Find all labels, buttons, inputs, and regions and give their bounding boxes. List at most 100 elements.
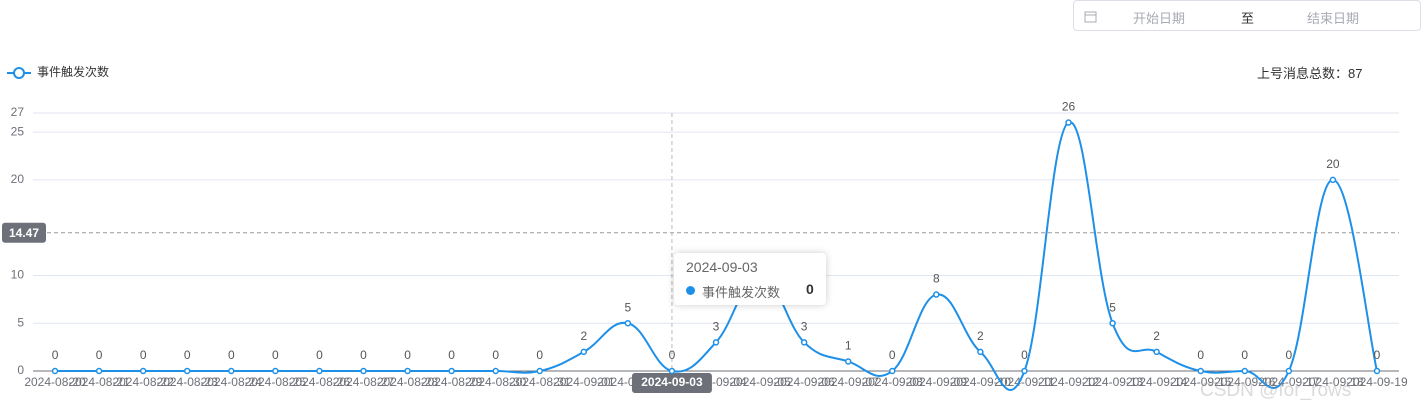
- y-tick-label: 27: [11, 105, 25, 119]
- x-tick-label: 2024-09-07: [817, 375, 879, 389]
- end-date[interactable]: 结束日期: [1307, 11, 1360, 26]
- tooltip-marker: [686, 286, 695, 295]
- data-label: 0: [1021, 348, 1028, 362]
- point: [360, 367, 367, 375]
- point: [1285, 367, 1293, 375]
- point: [933, 291, 940, 298]
- data-label: 0: [52, 348, 59, 362]
- data-label: 26: [1062, 100, 1076, 114]
- pointer-x-label-bg: [631, 373, 712, 393]
- point: [977, 348, 984, 356]
- x-tick-label: 2024-09-13: [1082, 375, 1144, 389]
- point: [1021, 367, 1028, 375]
- tooltip: 2024-09-03 事件触发次数 0: [674, 253, 826, 305]
- total-label: 上号消息总数：: [1257, 66, 1349, 81]
- x-tick-label: 2024-09-06: [773, 375, 835, 389]
- x-tick-label: 2024-09-17: [1258, 375, 1320, 389]
- x-tick-label: 2024-08-29: [421, 375, 483, 389]
- date-range-picker[interactable]: 开始日期 至 结束日期: [1073, 0, 1421, 31]
- data-label: 2: [977, 329, 984, 343]
- point: [492, 367, 499, 375]
- point: [1065, 119, 1072, 126]
- data-label: 5: [625, 300, 632, 314]
- point: [1197, 367, 1204, 375]
- point: [712, 339, 720, 346]
- legend-icon: [13, 67, 25, 79]
- data-label: 0: [1241, 348, 1248, 362]
- data-label: 0: [448, 348, 455, 362]
- point: [844, 358, 852, 365]
- x-tick-label: 2024-09-12: [1038, 375, 1100, 389]
- watermark: CSDN @for_rows: [1200, 380, 1352, 401]
- data-label: 0: [96, 348, 103, 362]
- y-tick-label: 5: [17, 315, 24, 329]
- data-label: 3: [713, 320, 720, 334]
- point: [1373, 367, 1381, 375]
- point: [316, 367, 323, 375]
- point: [1153, 348, 1160, 356]
- calendar-icon: [1084, 11, 1097, 23]
- point: [51, 367, 59, 375]
- point: [800, 339, 808, 346]
- point: [624, 319, 632, 327]
- x-tick-label: 2024-08-31: [509, 375, 571, 389]
- data-label: 0: [1374, 348, 1381, 362]
- start-date[interactable]: 开始日期: [1133, 11, 1186, 26]
- x-tick-label: 2024-09-09: [906, 375, 968, 389]
- x-tick-label: 2024-09-15: [1170, 375, 1232, 389]
- total-value: 87: [1348, 66, 1363, 81]
- data-label: 0: [360, 348, 367, 362]
- point: [668, 367, 676, 375]
- data-label: 0: [669, 348, 676, 362]
- x-tick-label: 2024-08-28: [377, 375, 439, 389]
- x-tick-label: 2024-08-21: [68, 375, 130, 389]
- data-label: 0: [536, 348, 543, 362]
- x-tick-label: 2024-08-22: [112, 375, 174, 389]
- y-tick-label: 25: [11, 124, 25, 138]
- x-tick-label: 2024-09-05: [729, 375, 791, 389]
- x-tick-label: 2024-08-26: [289, 375, 351, 389]
- legend-label: 事件触发次数: [37, 64, 109, 79]
- data-label: 5: [1109, 300, 1116, 314]
- x-tick-label: 2024-08-20: [24, 375, 86, 389]
- point: [404, 367, 411, 375]
- point: [1109, 319, 1116, 327]
- x-tick-label: 2024-08-25: [245, 375, 307, 389]
- point: [95, 367, 103, 375]
- data-label: 0: [889, 348, 896, 362]
- pointer-x-label: 2024-09-03: [641, 375, 703, 389]
- x-tick-label: 2024-08-24: [201, 375, 263, 389]
- data-label: 0: [228, 348, 235, 362]
- data-label: 0: [316, 348, 323, 362]
- x-tick-label: 2024-09-14: [1126, 375, 1188, 389]
- data-label: 0: [492, 348, 499, 362]
- data-label: 0: [184, 348, 191, 362]
- point: [448, 367, 455, 375]
- data-label: 8: [933, 272, 940, 286]
- pointer-label: 14.47: [9, 226, 39, 240]
- data-label: 0: [1197, 348, 1204, 362]
- x-tick-label: 2024-09-11: [994, 375, 1055, 389]
- data-label: 0: [140, 348, 147, 362]
- x-tick-label: 2024-08-23: [157, 375, 219, 389]
- y-tick-label: 0: [17, 363, 24, 377]
- data-label: 2: [1153, 329, 1160, 343]
- tooltip-title: 2024-09-03: [686, 259, 758, 275]
- data-label: 3: [801, 320, 808, 334]
- point: [139, 367, 147, 375]
- x-tick-label: 2024-09-10: [950, 375, 1012, 389]
- point: [580, 348, 588, 356]
- data-label: 1: [845, 339, 852, 353]
- point: [228, 367, 235, 375]
- x-tick-label: 2024-09-08: [862, 375, 924, 389]
- data-label: 20: [1326, 157, 1340, 171]
- data-label: 0: [404, 348, 411, 362]
- point: [1329, 176, 1337, 184]
- x-tick-label: 2024-09-01: [553, 375, 615, 389]
- x-tick-label: 2024-09-19: [1346, 375, 1408, 389]
- point: [272, 367, 279, 375]
- x-tick-label: 2024-08-30: [465, 375, 527, 389]
- point: [536, 367, 543, 375]
